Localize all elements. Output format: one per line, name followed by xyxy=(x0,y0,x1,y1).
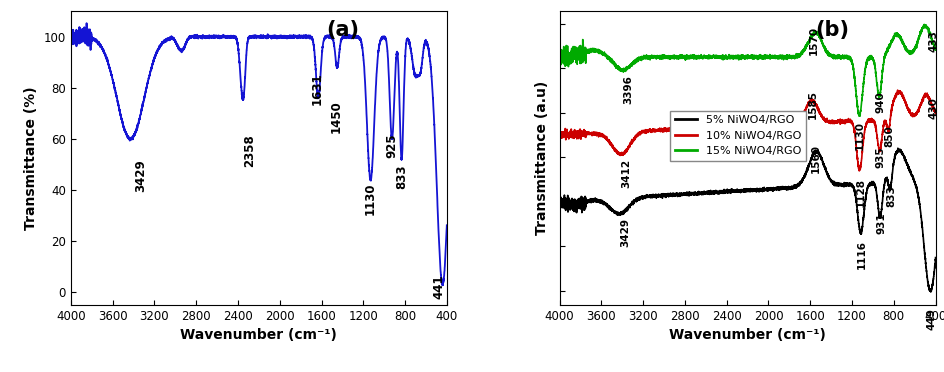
15% NiWO4/RGO xyxy=(929,46,940,51)
15% NiWO4/RGO xyxy=(862,57,873,61)
Text: 940: 940 xyxy=(874,91,885,113)
Text: 931: 931 xyxy=(875,212,885,234)
15% NiWO4/RGO xyxy=(553,55,565,59)
Text: 1631: 1631 xyxy=(311,73,324,105)
5% NiWO4/RGO xyxy=(697,192,708,196)
Line: 10% NiWO4/RGO: 10% NiWO4/RGO xyxy=(559,90,935,171)
Line: 5% NiWO4/RGO: 5% NiWO4/RGO xyxy=(559,148,935,292)
15% NiWO4/RGO xyxy=(798,48,809,52)
10% NiWO4/RGO xyxy=(697,126,708,131)
Line: 15% NiWO4/RGO: 15% NiWO4/RGO xyxy=(559,25,935,116)
10% NiWO4/RGO xyxy=(862,119,873,124)
10% NiWO4/RGO xyxy=(852,169,864,173)
Text: 850: 850 xyxy=(884,125,894,147)
Text: 3412: 3412 xyxy=(620,158,631,187)
10% NiWO4/RGO xyxy=(834,120,845,124)
5% NiWO4/RGO xyxy=(779,186,790,190)
Text: 935: 935 xyxy=(875,147,885,168)
5% NiWO4/RGO xyxy=(862,183,873,187)
Text: 1130: 1130 xyxy=(854,121,865,150)
5% NiWO4/RGO xyxy=(798,175,809,179)
Y-axis label: Transmittance (%): Transmittance (%) xyxy=(25,86,38,230)
Text: 1570: 1570 xyxy=(808,26,818,55)
Text: (a): (a) xyxy=(327,20,359,40)
Text: (b): (b) xyxy=(815,20,849,40)
Y-axis label: Transmittance (a.u): Transmittance (a.u) xyxy=(534,81,548,235)
15% NiWO4/RGO xyxy=(834,55,845,59)
15% NiWO4/RGO xyxy=(621,65,632,70)
10% NiWO4/RGO xyxy=(929,111,940,116)
Text: 430: 430 xyxy=(927,97,937,119)
Text: 449: 449 xyxy=(926,308,936,330)
Text: 1585: 1585 xyxy=(807,90,817,119)
10% NiWO4/RGO xyxy=(891,88,902,92)
X-axis label: Wavenumber (cm⁻¹): Wavenumber (cm⁻¹) xyxy=(668,328,825,343)
Legend: 5% NiWO4/RGO, 10% NiWO4/RGO, 15% NiWO4/RGO: 5% NiWO4/RGO, 10% NiWO4/RGO, 15% NiWO4/R… xyxy=(669,111,805,161)
5% NiWO4/RGO xyxy=(621,206,632,211)
Text: 1450: 1450 xyxy=(329,100,343,133)
5% NiWO4/RGO xyxy=(924,289,936,294)
Text: 833: 833 xyxy=(395,164,408,189)
Text: 1116: 1116 xyxy=(856,240,867,269)
15% NiWO4/RGO xyxy=(779,55,790,60)
10% NiWO4/RGO xyxy=(779,121,790,126)
10% NiWO4/RGO xyxy=(553,132,565,137)
Text: 433: 433 xyxy=(927,30,937,52)
Text: 1128: 1128 xyxy=(854,177,865,206)
15% NiWO4/RGO xyxy=(697,55,708,59)
Text: 1130: 1130 xyxy=(363,182,377,215)
Text: 1560: 1560 xyxy=(810,144,819,173)
Text: 3396: 3396 xyxy=(622,75,632,103)
5% NiWO4/RGO xyxy=(891,146,902,150)
Text: 925: 925 xyxy=(385,134,397,158)
Text: 3429: 3429 xyxy=(134,159,147,192)
15% NiWO4/RGO xyxy=(918,22,929,27)
10% NiWO4/RGO xyxy=(621,146,632,151)
5% NiWO4/RGO xyxy=(834,183,845,187)
15% NiWO4/RGO xyxy=(853,114,865,118)
5% NiWO4/RGO xyxy=(553,195,565,199)
10% NiWO4/RGO xyxy=(798,110,809,115)
Text: 833: 833 xyxy=(885,185,896,207)
Text: 2358: 2358 xyxy=(243,134,256,167)
Text: 3429: 3429 xyxy=(619,218,630,247)
X-axis label: Wavenumber (cm⁻¹): Wavenumber (cm⁻¹) xyxy=(180,328,337,343)
Text: 441: 441 xyxy=(431,275,445,299)
5% NiWO4/RGO xyxy=(929,255,940,260)
